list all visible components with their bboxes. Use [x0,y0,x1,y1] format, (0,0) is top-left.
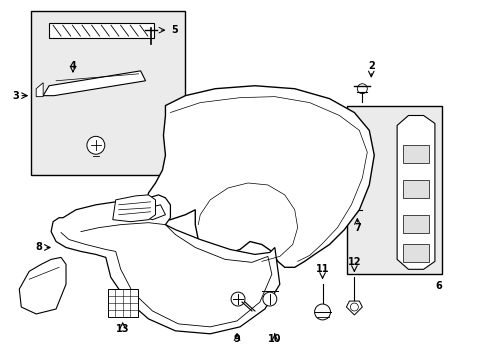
Polygon shape [396,116,434,269]
Polygon shape [145,86,373,267]
Text: 9: 9 [233,334,240,344]
Text: 6: 6 [435,281,441,291]
Bar [346,105,441,274]
Circle shape [263,292,276,306]
Text: 12: 12 [347,257,360,267]
Text: 2: 2 [367,61,374,71]
Circle shape [350,303,358,311]
Text: 3: 3 [12,91,19,101]
Circle shape [314,304,330,320]
Text: 7: 7 [353,222,360,233]
Text: 1: 1 [258,96,264,105]
Text: 10: 10 [267,334,281,344]
Polygon shape [346,301,362,315]
Polygon shape [36,83,43,96]
Circle shape [357,84,366,94]
Polygon shape [145,205,165,220]
Bar [402,180,428,198]
Bar [31,11,185,175]
Text: 4: 4 [69,61,76,71]
Polygon shape [19,257,66,314]
Text: 8: 8 [36,243,42,252]
Text: 11: 11 [315,264,328,274]
Circle shape [231,292,244,306]
Polygon shape [113,195,155,222]
Polygon shape [51,195,279,334]
Bar [49,23,153,38]
Polygon shape [43,71,145,96]
Bar [107,289,137,317]
Bar [402,215,428,233]
Circle shape [349,184,365,200]
Circle shape [87,136,104,154]
Bar [402,244,428,262]
Bar [402,145,428,163]
Text: 5: 5 [171,25,178,35]
Text: 13: 13 [116,324,129,334]
